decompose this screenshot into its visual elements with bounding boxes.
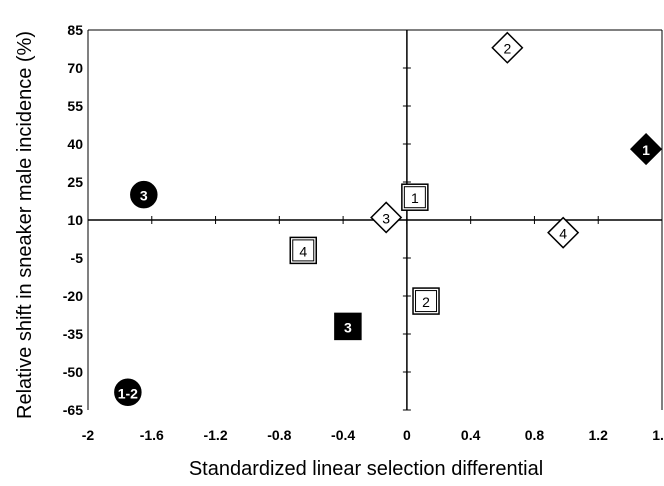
- y-tick-label: 25: [67, 174, 83, 190]
- y-tick-label: -35: [63, 326, 83, 342]
- diamond-marker: [629, 133, 663, 166]
- x-tick-label: -1.6: [140, 427, 164, 443]
- data-point: 3: [334, 312, 362, 341]
- data-point: 2: [491, 31, 524, 64]
- x-tick-label: 0.4: [461, 427, 481, 443]
- point-label: 1: [642, 142, 650, 158]
- x-tick-label: 0.8: [525, 427, 545, 443]
- data-point: 3: [130, 180, 158, 209]
- data-points: 2 1 3 1 3 4 4 2 3 1-2: [114, 31, 663, 407]
- y-tick-label: 70: [67, 60, 83, 76]
- y-tick-label: -5: [71, 250, 84, 266]
- x-tick-label: -0.8: [267, 427, 291, 443]
- point-label: 1-2: [118, 385, 138, 401]
- circle-marker: [130, 180, 158, 209]
- y-tick-label: -20: [63, 288, 83, 304]
- diamond-marker: [547, 216, 580, 249]
- y-tick-label: -50: [63, 364, 83, 380]
- y-tick-label: -65: [63, 402, 83, 418]
- square-marker: [289, 236, 317, 265]
- square-marker: [401, 183, 429, 211]
- data-point: 1: [401, 183, 429, 211]
- y-tick-label: 40: [67, 136, 83, 152]
- x-tick-label: -0.4: [331, 427, 355, 443]
- x-tick-label: 1.6: [652, 427, 664, 443]
- x-tick-label: -2: [82, 427, 95, 443]
- square-marker-inner: [292, 239, 315, 262]
- data-point: 3: [370, 201, 403, 234]
- data-point: 4: [289, 236, 317, 265]
- square-marker: [412, 287, 440, 315]
- y-axis-title: Relative shift in sneaker male incidence…: [14, 31, 36, 419]
- circle-marker: [114, 378, 142, 407]
- square-marker-inner: [415, 290, 438, 313]
- y-tick-label: 85: [67, 22, 83, 38]
- x-tick-label: 0: [403, 427, 411, 443]
- square-marker: [334, 312, 362, 341]
- y-tick-label: 10: [67, 212, 83, 228]
- y-axis-ticks: -65 -50 -35 -20 -5 10 25 40 55 70 85: [63, 22, 411, 418]
- data-point: 4: [547, 216, 580, 249]
- data-point: 1-2: [114, 378, 142, 407]
- data-point: 2: [412, 287, 440, 315]
- diamond-marker: [491, 31, 524, 64]
- square-marker-inner: [403, 186, 426, 209]
- point-label: 4: [299, 243, 307, 259]
- y-tick-label: 55: [67, 98, 83, 114]
- x-tick-label: 1.2: [588, 427, 608, 443]
- point-label: 2: [422, 294, 430, 310]
- x-axis-title: Standardized linear selection differenti…: [189, 458, 543, 480]
- x-tick-label: -1.2: [203, 427, 227, 443]
- x-axis-ticks: -2 -1.6 -1.2 -0.8 -0.4 0 0.4 0.8 1.2 1.6: [82, 216, 664, 443]
- point-label: 4: [559, 226, 567, 242]
- diamond-marker: [370, 201, 403, 234]
- point-label: 1: [411, 190, 419, 206]
- point-label: 3: [140, 188, 148, 204]
- point-label: 2: [503, 41, 511, 57]
- point-label: 3: [344, 319, 352, 335]
- data-point: 1: [629, 133, 663, 166]
- point-label: 3: [382, 210, 390, 226]
